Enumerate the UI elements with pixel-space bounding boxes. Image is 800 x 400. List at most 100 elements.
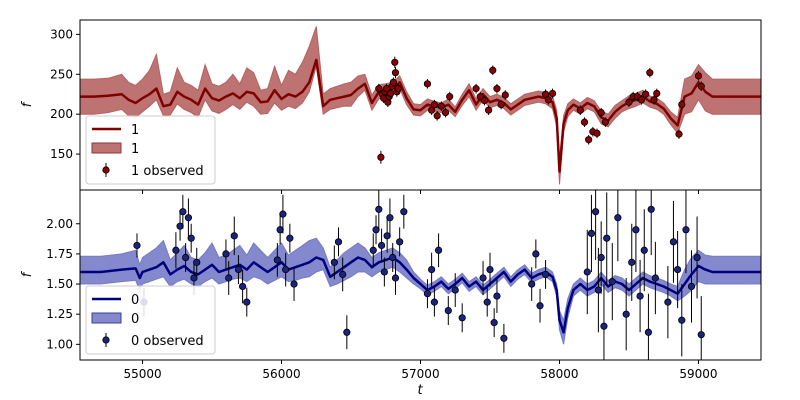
bottom-observed-point bbox=[380, 268, 388, 276]
bottom-observed-points bbox=[133, 190, 705, 360]
bottom-observed-point bbox=[632, 226, 640, 234]
bottom-observed-point bbox=[343, 328, 351, 336]
bottom-x-axis-label: t bbox=[417, 383, 423, 398]
bottom-y-tick-label: 2.00 bbox=[46, 217, 73, 231]
bottom-observed-point bbox=[184, 214, 193, 222]
top-observed-point bbox=[637, 96, 646, 104]
bottom-observed-point bbox=[622, 310, 630, 318]
bottom-observed-point bbox=[651, 274, 659, 282]
bottom-observed-point bbox=[486, 265, 494, 274]
top-observed-point bbox=[694, 72, 703, 80]
top-y-tick-label: 250 bbox=[50, 67, 73, 81]
bottom-y-tick-label: 1.75 bbox=[46, 247, 73, 261]
top-legend-line-label: 1 bbox=[131, 123, 139, 138]
top-panel: 150 200 250 300 f 1 1 1 observed bbox=[20, 19, 762, 194]
bottom-observed-point bbox=[193, 258, 201, 266]
top-observed-point bbox=[433, 112, 441, 120]
bottom-observed-point bbox=[423, 290, 432, 298]
bottom-observed-point bbox=[383, 232, 391, 240]
top-observed-point bbox=[484, 106, 493, 114]
bottom-observed-point bbox=[172, 246, 180, 254]
bottom-observed-point bbox=[628, 258, 636, 266]
bottom-observed-point bbox=[614, 214, 622, 222]
top-observed-point bbox=[642, 90, 650, 98]
bottom-observed-point bbox=[483, 298, 491, 306]
top-observed-point bbox=[585, 136, 593, 144]
bottom-observed-point bbox=[239, 282, 247, 291]
bottom-legend-band-label: 0 bbox=[131, 312, 139, 327]
top-legend-box bbox=[85, 115, 216, 185]
bottom-observed-point bbox=[536, 302, 544, 310]
top-observed-point bbox=[497, 101, 505, 109]
bottom-observed-point bbox=[286, 234, 294, 242]
bottom-y-ticks: 1.00 1.25 1.50 1.75 2.00 bbox=[46, 217, 80, 351]
bottom-legend: 0 0 0 observed bbox=[85, 285, 216, 355]
bottom-observed-point bbox=[587, 229, 596, 238]
top-y-tick-label: 150 bbox=[50, 147, 73, 161]
top-observed-point bbox=[446, 93, 454, 101]
bottom-observed-point bbox=[693, 253, 701, 262]
bottom-x-tick-label: 57000 bbox=[401, 367, 439, 381]
bottom-observed-point bbox=[682, 226, 690, 234]
bottom-observed-point bbox=[493, 292, 501, 300]
bottom-observed-point bbox=[133, 241, 141, 250]
top-observed-point bbox=[593, 129, 601, 137]
bottom-y-tick-label: 1.00 bbox=[46, 337, 73, 351]
bottom-x-tick-label: 59000 bbox=[679, 367, 717, 381]
bottom-observed-point bbox=[428, 265, 436, 274]
bottom-observed-point bbox=[528, 280, 536, 288]
bottom-observed-point bbox=[276, 226, 284, 234]
bottom-observed-point bbox=[490, 319, 498, 327]
bottom-observed-point bbox=[282, 265, 290, 274]
bottom-observed-point bbox=[377, 241, 386, 250]
bottom-legend-point-swatch bbox=[102, 336, 110, 344]
top-observed-point bbox=[437, 102, 445, 110]
top-y-tick-label: 300 bbox=[50, 27, 73, 41]
bottom-observed-point bbox=[583, 268, 591, 276]
bottom-observed-point bbox=[290, 280, 298, 288]
bottom-legend-line-label: 0 bbox=[131, 293, 139, 308]
bottom-observed-point bbox=[330, 258, 338, 266]
top-uncertainty-band bbox=[80, 26, 761, 185]
bottom-observed-point bbox=[190, 274, 198, 282]
bottom-observed-point bbox=[372, 226, 380, 234]
bottom-observed-point bbox=[479, 274, 487, 282]
bottom-observed-point bbox=[636, 292, 644, 300]
bottom-observed-point bbox=[230, 232, 238, 240]
top-observed-point bbox=[430, 101, 438, 109]
bottom-observed-point bbox=[430, 298, 438, 306]
top-observed-point bbox=[391, 69, 400, 77]
top-observed-point bbox=[472, 85, 480, 93]
top-observed-point bbox=[387, 89, 395, 98]
top-observed-point bbox=[597, 108, 605, 117]
bottom-observed-point bbox=[603, 234, 611, 242]
bottom-observed-point bbox=[243, 298, 251, 306]
top-observed-point bbox=[389, 78, 397, 86]
top-band-area bbox=[80, 26, 761, 185]
bottom-observed-point bbox=[179, 208, 187, 216]
bottom-x-tick-label: 58000 bbox=[540, 367, 578, 381]
bottom-observed-point bbox=[644, 328, 653, 336]
bottom-observed-point bbox=[640, 246, 648, 254]
bottom-x-tick-label: 56000 bbox=[262, 367, 300, 381]
top-observed-point bbox=[650, 96, 658, 104]
top-observed-points bbox=[375, 56, 705, 164]
bottom-observed-point bbox=[234, 265, 243, 274]
bottom-observed-point bbox=[687, 282, 696, 291]
bottom-legend-observed-label: 0 observed bbox=[131, 334, 204, 349]
bottom-observed-point bbox=[187, 234, 195, 242]
bottom-legend-box bbox=[85, 285, 216, 355]
top-observed-point bbox=[428, 106, 436, 114]
bottom-observed-point bbox=[664, 298, 672, 306]
bottom-observed-point bbox=[678, 316, 686, 324]
top-observed-point bbox=[576, 106, 584, 114]
bottom-observed-point bbox=[592, 208, 600, 216]
top-observed-point bbox=[541, 90, 550, 98]
bottom-x-ticks: 55000 56000 57000 58000 59000 bbox=[123, 360, 718, 381]
bottom-y-tick-label: 1.50 bbox=[46, 277, 73, 291]
bottom-observed-point bbox=[389, 253, 397, 262]
top-observed-point bbox=[441, 108, 450, 117]
top-y-axis-label: f bbox=[20, 100, 35, 107]
bottom-y-tick-label: 1.25 bbox=[46, 307, 73, 321]
top-observed-point bbox=[653, 89, 661, 98]
